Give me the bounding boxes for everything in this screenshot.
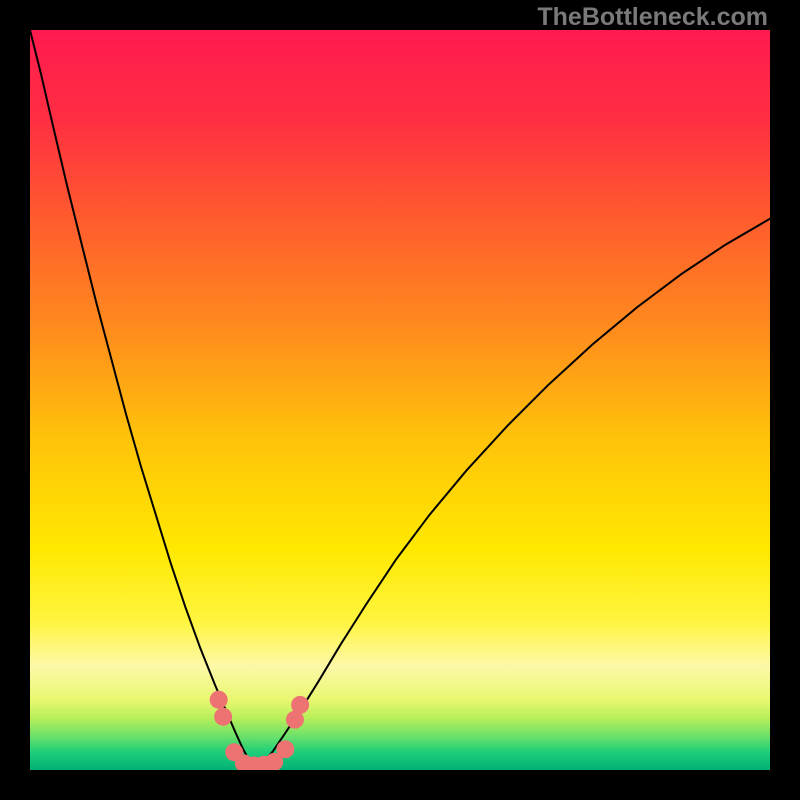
data-marker bbox=[291, 696, 309, 714]
gradient-background bbox=[30, 30, 770, 770]
data-marker bbox=[214, 708, 232, 726]
watermark-label: TheBottleneck.com bbox=[537, 3, 768, 32]
data-marker bbox=[210, 691, 228, 709]
bottleneck-curve-plot bbox=[30, 30, 770, 770]
chart-frame: TheBottleneck.com bbox=[0, 0, 800, 800]
data-marker bbox=[276, 740, 294, 758]
